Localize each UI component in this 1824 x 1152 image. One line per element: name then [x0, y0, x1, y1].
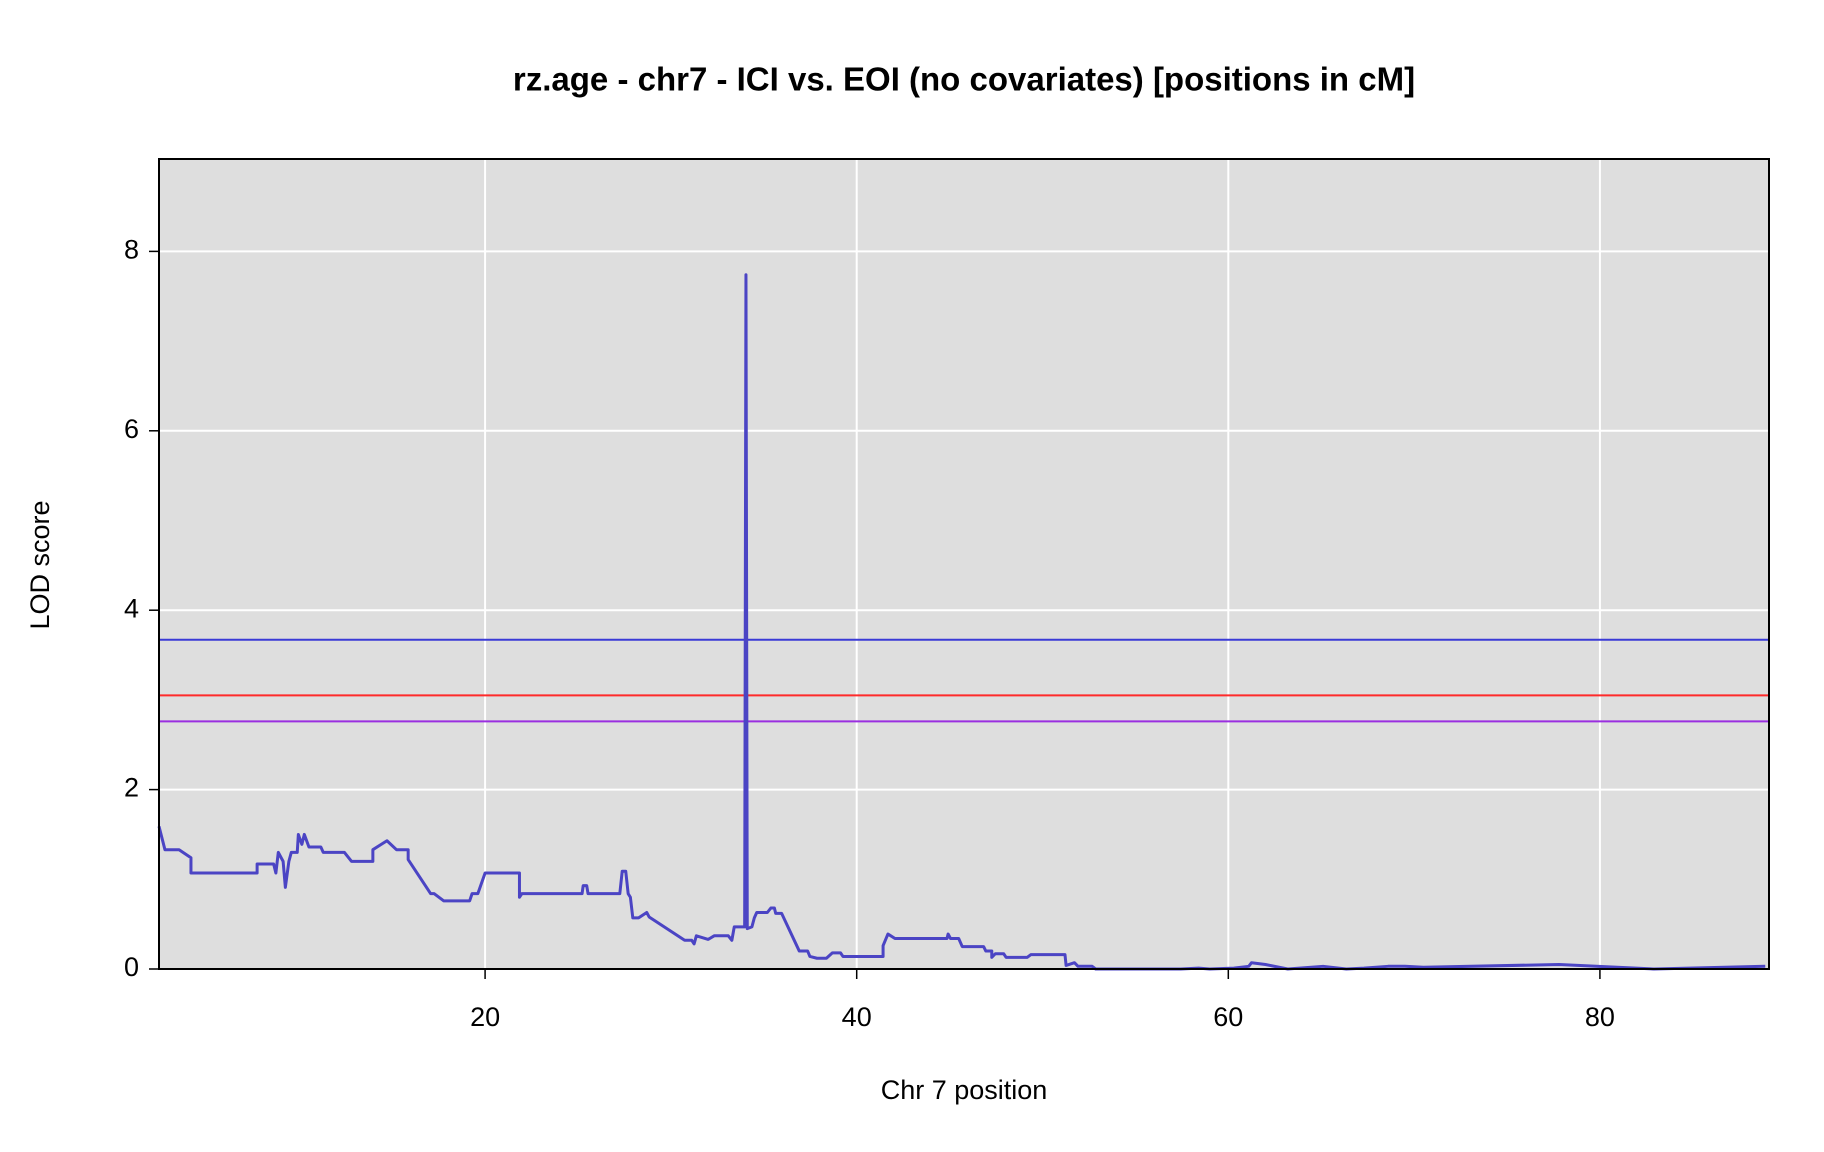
x-tick-label: 80 [1585, 1002, 1615, 1032]
plot-area [159, 159, 1769, 969]
y-tick-label: 0 [124, 952, 139, 982]
y-tick-label: 8 [124, 235, 139, 265]
x-tick-label: 60 [1213, 1002, 1243, 1032]
y-tick-label: 4 [124, 593, 139, 623]
lod-line [157, 273, 1766, 971]
y-tick-label: 2 [124, 773, 139, 803]
x-axis-label: Chr 7 position [881, 1075, 1048, 1105]
chart-title: rz.age - chr7 - ICI vs. EOI (no covariat… [513, 61, 1415, 98]
x-tick-label: 20 [470, 1002, 500, 1032]
y-tick-label: 6 [124, 414, 139, 444]
x-tick-label: 40 [842, 1002, 872, 1032]
y-axis-label: LOD score [25, 500, 55, 629]
plot-border [158, 158, 1770, 970]
